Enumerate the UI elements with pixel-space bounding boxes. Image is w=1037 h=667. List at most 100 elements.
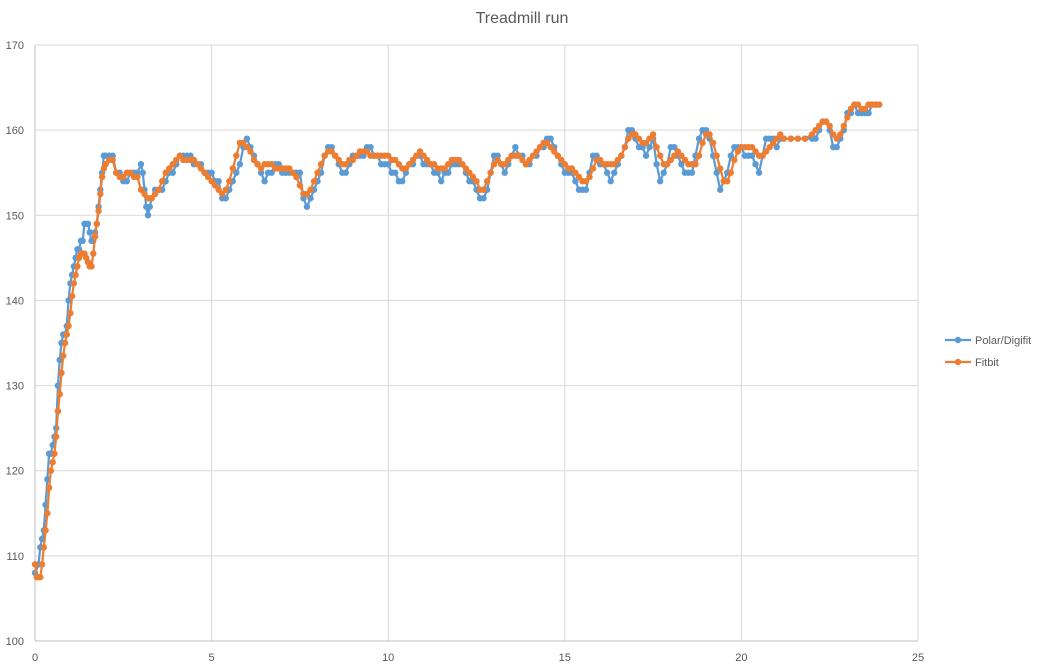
data-point bbox=[40, 544, 48, 551]
data-point bbox=[392, 156, 399, 164]
legend-label: Fitbit bbox=[975, 357, 999, 369]
data-point bbox=[250, 156, 258, 164]
data-point bbox=[215, 186, 222, 193]
data-point bbox=[582, 186, 590, 193]
data-point bbox=[236, 161, 244, 168]
data-point bbox=[293, 173, 300, 181]
data-point bbox=[667, 156, 674, 164]
data-point bbox=[656, 178, 664, 185]
data-point bbox=[240, 139, 247, 147]
tick-labels: 100 110 120 130 140 150 160 170 0 5 10 15 20 25 bbox=[6, 40, 924, 664]
data-point bbox=[671, 143, 678, 151]
data-point bbox=[808, 131, 816, 138]
data-point bbox=[395, 161, 402, 168]
data-point bbox=[830, 131, 837, 138]
data-point bbox=[699, 139, 706, 147]
data-point bbox=[61, 339, 69, 347]
data-point bbox=[678, 161, 685, 168]
data-point bbox=[611, 161, 618, 168]
data-point bbox=[543, 139, 551, 147]
data-point bbox=[614, 156, 621, 164]
data-point bbox=[752, 148, 759, 155]
data-point bbox=[399, 178, 406, 185]
data-point bbox=[243, 143, 251, 151]
data-point bbox=[56, 356, 63, 364]
data-point bbox=[37, 573, 44, 581]
data-point bbox=[635, 135, 643, 142]
data-point bbox=[166, 165, 173, 172]
legend-swatch-marker bbox=[954, 336, 962, 344]
data-point bbox=[349, 156, 357, 164]
data-point bbox=[466, 169, 473, 176]
data-point bbox=[780, 135, 787, 142]
data-point bbox=[296, 169, 304, 176]
data-point bbox=[572, 169, 579, 176]
data-point bbox=[812, 126, 819, 134]
data-point bbox=[752, 161, 759, 168]
data-point bbox=[222, 195, 229, 202]
data-point bbox=[840, 122, 848, 130]
data-point bbox=[229, 165, 236, 172]
data-point bbox=[473, 178, 480, 185]
data-point bbox=[759, 152, 766, 159]
data-point bbox=[137, 161, 145, 168]
data-point bbox=[208, 169, 215, 176]
data-point bbox=[487, 169, 494, 176]
data-point bbox=[551, 148, 558, 155]
data-point bbox=[219, 190, 226, 198]
data-point bbox=[257, 165, 265, 172]
data-point bbox=[572, 178, 579, 185]
data-point bbox=[526, 156, 533, 164]
data-point bbox=[522, 161, 530, 168]
data-point bbox=[86, 229, 93, 236]
data-point bbox=[47, 467, 55, 474]
data-point bbox=[437, 178, 445, 185]
data-point bbox=[621, 143, 629, 151]
data-point bbox=[113, 169, 120, 176]
data-point bbox=[713, 169, 720, 176]
data-point bbox=[98, 173, 106, 181]
data-point bbox=[519, 156, 526, 164]
data-point bbox=[625, 135, 632, 142]
series-plot-area bbox=[31, 101, 883, 581]
data-point bbox=[146, 203, 153, 210]
data-point bbox=[455, 156, 463, 164]
data-point bbox=[445, 169, 452, 176]
data-point bbox=[533, 148, 540, 155]
data-point bbox=[317, 161, 325, 168]
data-point bbox=[664, 161, 671, 168]
data-point bbox=[430, 161, 438, 168]
data-point bbox=[144, 212, 152, 219]
data-point bbox=[31, 561, 39, 568]
data-point bbox=[469, 173, 477, 181]
data-point bbox=[120, 173, 127, 181]
data-point bbox=[190, 156, 198, 164]
data-point bbox=[713, 152, 720, 159]
data-point bbox=[837, 131, 844, 138]
data-point bbox=[861, 105, 869, 113]
data-point bbox=[335, 156, 342, 164]
data-point bbox=[402, 165, 410, 172]
data-point bbox=[342, 169, 350, 176]
data-point bbox=[233, 169, 240, 176]
data-point bbox=[762, 148, 770, 155]
data-point bbox=[392, 169, 399, 176]
data-point bbox=[243, 135, 251, 142]
data-point bbox=[303, 190, 311, 198]
x-tick-label: 15 bbox=[559, 652, 571, 664]
y-tick-label: 120 bbox=[6, 466, 24, 478]
data-point bbox=[681, 156, 689, 164]
data-point bbox=[65, 322, 72, 330]
data-point bbox=[215, 178, 222, 185]
data-point bbox=[653, 143, 660, 151]
data-point bbox=[385, 161, 392, 168]
data-point bbox=[642, 139, 650, 147]
data-point bbox=[731, 156, 738, 164]
data-point bbox=[54, 407, 62, 415]
data-point bbox=[363, 148, 371, 155]
data-point bbox=[303, 203, 311, 210]
data-point bbox=[646, 143, 653, 151]
data-point bbox=[169, 161, 176, 168]
y-tick-label: 150 bbox=[6, 210, 24, 222]
data-point bbox=[90, 250, 97, 257]
